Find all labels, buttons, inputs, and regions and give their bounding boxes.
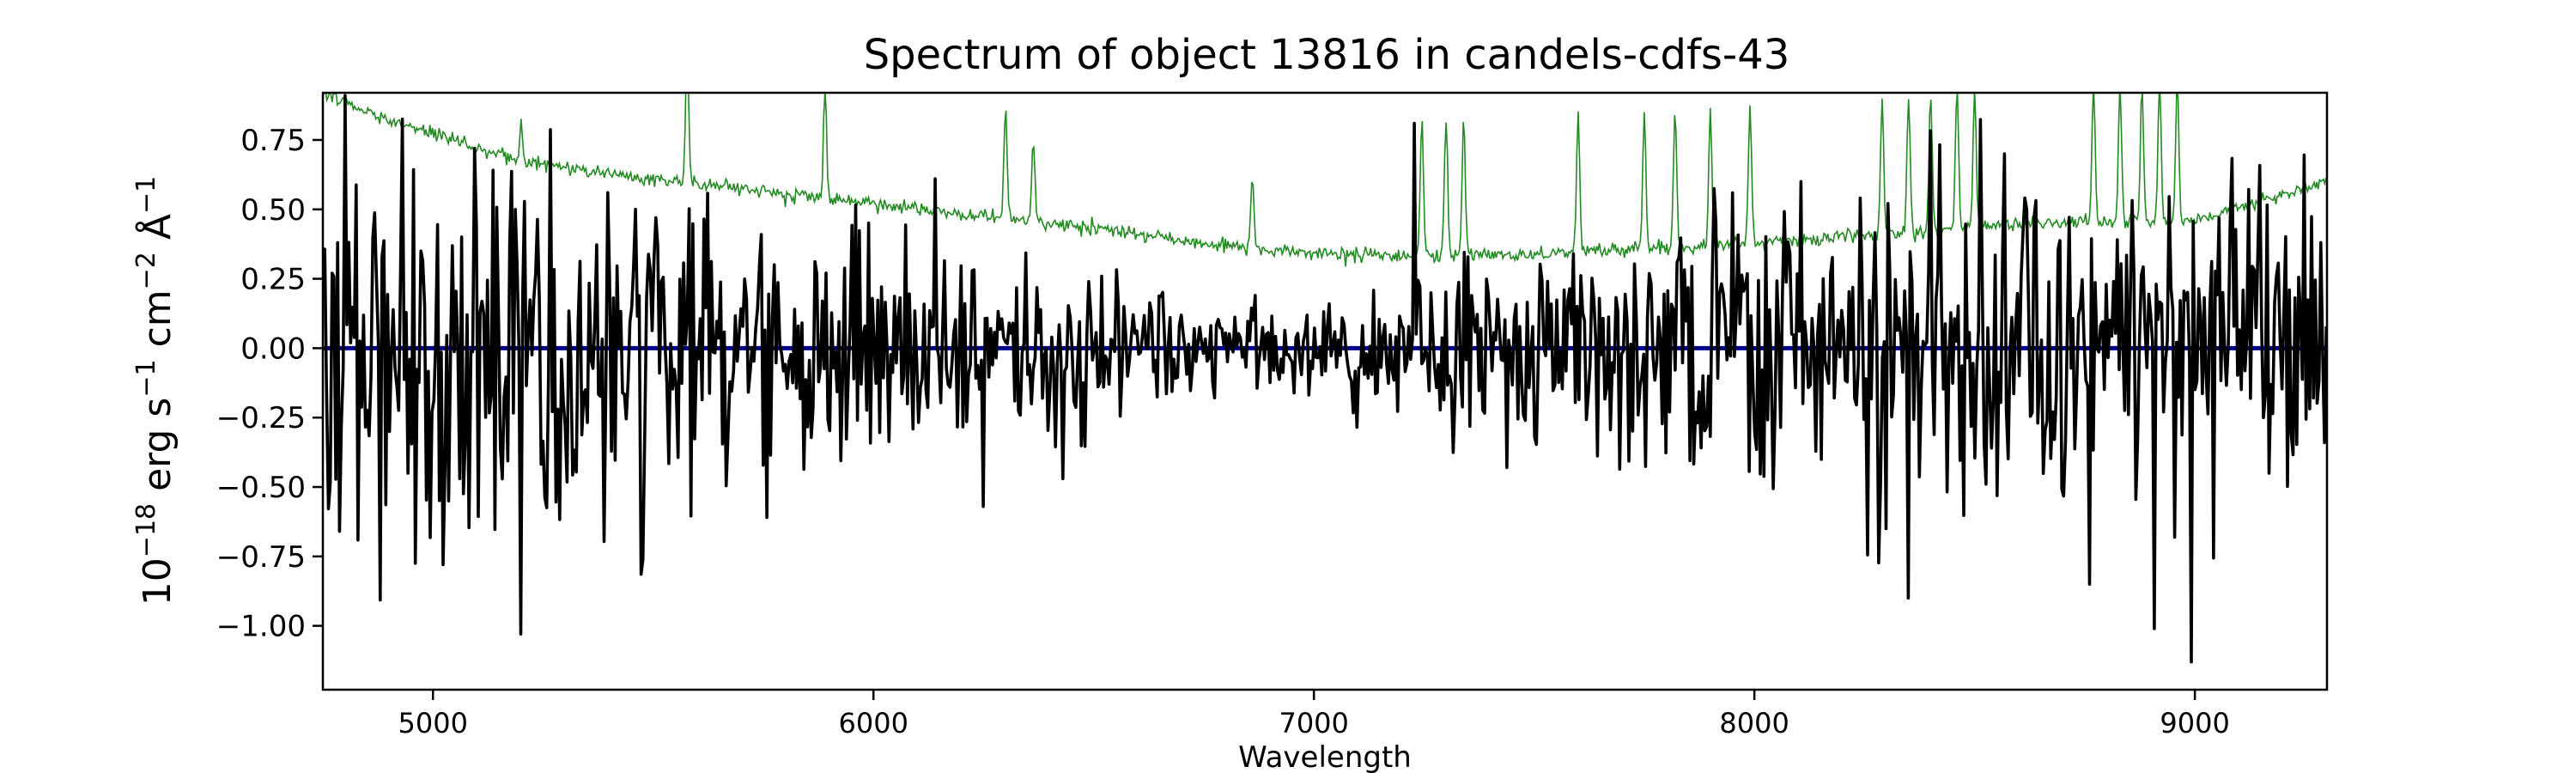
- x-axis-label: Wavelength: [1238, 740, 1412, 773]
- error-spectrum-line: [323, 93, 2327, 267]
- x-tick-label: 9000: [2160, 707, 2229, 740]
- y-label-exp2: −1: [131, 359, 161, 397]
- y-label-exp3: −2: [131, 252, 161, 289]
- y-tick-label: −0.75: [216, 540, 306, 575]
- y-label-exp4: −1: [131, 176, 161, 214]
- y-axis-label: 10−18 erg s−1 cm−2 Å−1: [131, 176, 179, 606]
- y-tick-label: 0.50: [240, 193, 306, 228]
- flux-spectrum-line: [323, 94, 2327, 664]
- x-axis: 5000 6000 7000 8000 9000: [398, 690, 2230, 740]
- y-label-unit2: cm: [136, 289, 179, 359]
- x-tick-label: 7000: [1279, 707, 1348, 740]
- y-label-base: 10: [136, 557, 179, 606]
- y-axis: 0.75 0.50 0.25 0.00 −0.25 −0.50 −0.75 −1.00: [216, 124, 323, 644]
- plot-area: [323, 93, 2327, 664]
- y-label-unit1: erg s: [136, 398, 179, 503]
- y-tick-label: 0.25: [240, 263, 306, 297]
- x-tick-label: 5000: [398, 707, 468, 740]
- y-tick-label: −0.25: [216, 401, 306, 435]
- y-tick-label: 0.75: [240, 124, 306, 158]
- y-tick-label: 0.00: [240, 332, 306, 366]
- x-tick-label: 8000: [1719, 707, 1789, 740]
- chart-title: Spectrum of object 13816 in candels-cdfs…: [864, 31, 1790, 79]
- plot-frame: [321, 91, 2329, 691]
- y-label-unit3: Å: [134, 214, 179, 252]
- y-label-exp: −18: [131, 503, 161, 557]
- y-tick-label: −1.00: [216, 610, 306, 644]
- y-tick-label: −0.50: [216, 471, 306, 505]
- x-tick-label: 6000: [838, 707, 908, 740]
